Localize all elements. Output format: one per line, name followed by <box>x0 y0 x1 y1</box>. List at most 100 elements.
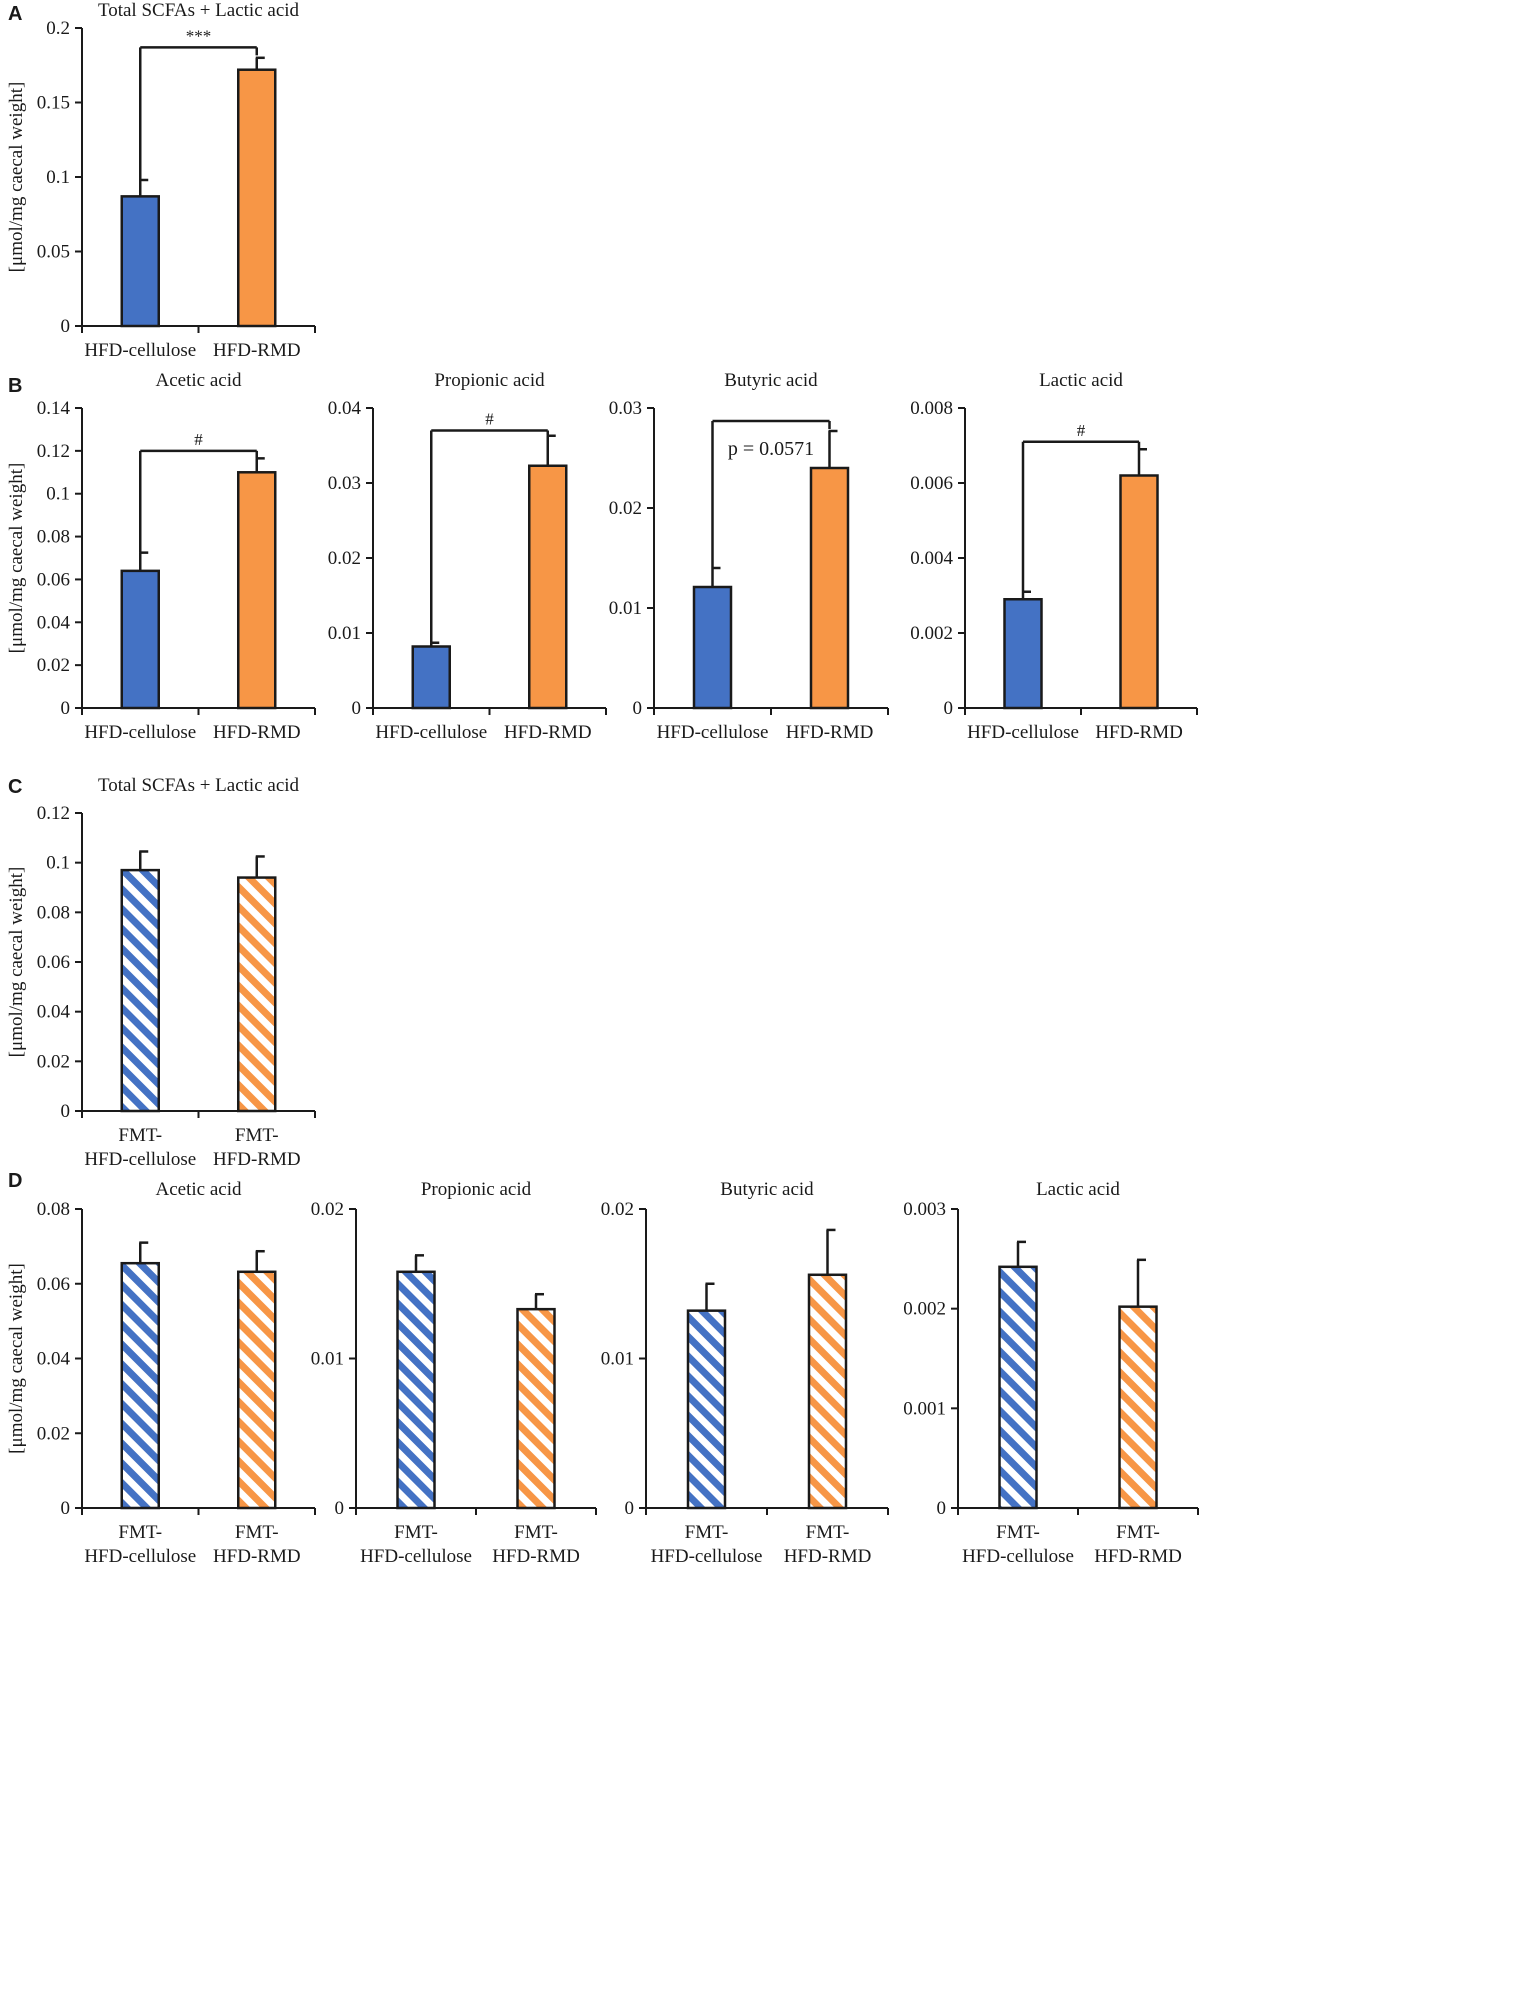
x-tick-label-line1: FMT- <box>996 1522 1040 1543</box>
y-axis-label: [μmol/mg caecal weight] <box>6 867 27 1058</box>
y-axis-label: [μmol/mg caecal weight] <box>6 82 27 273</box>
bar-cellulose <box>120 569 160 710</box>
y-tick-label: 0.02 <box>311 1199 344 1220</box>
x-tick-label: HFD-cellulose <box>84 722 196 743</box>
y-tick-label: 0.12 <box>37 441 70 462</box>
x-tick-label-line2: HFD-cellulose <box>360 1546 472 1567</box>
y-tick-label: 0 <box>352 698 362 719</box>
y-tick-label: 0.12 <box>37 803 70 824</box>
bar-rmd <box>807 1273 848 1510</box>
y-tick-label: 0.02 <box>609 498 642 519</box>
y-tick-label: 0.03 <box>609 398 642 419</box>
x-tick-label: HFD-RMD <box>786 722 874 743</box>
significance-label: # <box>485 410 494 429</box>
y-tick-label: 0.06 <box>37 569 70 590</box>
y-tick-label: 0.06 <box>37 952 70 973</box>
x-tick-label-line2: HFD-cellulose <box>84 1149 196 1170</box>
y-tick-label: 0.2 <box>46 18 70 39</box>
bar-rmd <box>237 1270 277 1510</box>
chart-panel-7: D Acetic acid [μmol/mg caecal weight] 0 0.02… <box>6 1170 316 1567</box>
significance-label: # <box>194 430 203 449</box>
panel-letter-c: C <box>8 776 22 798</box>
x-tick-label: HFD-cellulose <box>84 340 196 361</box>
significance-label: *** <box>186 26 212 45</box>
x-tick-label-line1: FMT- <box>235 1125 279 1146</box>
chart-panel-9: Butyric acid 0 0.01 0.02 FMT- HFD-cellulose FM… <box>601 1179 889 1567</box>
panel-letter-d: D <box>8 1170 22 1192</box>
bar-rmd <box>237 68 277 328</box>
x-tick-label-line1: FMT- <box>235 1522 279 1543</box>
y-tick-label: 0 <box>944 698 954 719</box>
bar-cellulose <box>998 1265 1038 1510</box>
y-tick-label: 0.1 <box>46 167 70 188</box>
y-tick-label: 0.14 <box>37 398 71 419</box>
y-tick-label: 0.01 <box>311 1349 344 1370</box>
chart-title: Propionic acid <box>434 370 545 391</box>
chart-title: Total SCFAs + Lactic acid <box>98 0 300 21</box>
y-tick-label: 0.02 <box>37 655 70 676</box>
y-tick-label: 0.006 <box>910 473 953 494</box>
chart-title: Acetic acid <box>156 370 242 391</box>
bar-rmd <box>237 876 277 1113</box>
chart-panel-1: A Total SCFAs + Lactic acid [μmol/mg caeca… <box>6 0 316 361</box>
chart-title: Lactic acid <box>1039 370 1123 391</box>
chart-panel-3: Propionic acid 0 0.01 0.02 0.03 0.04 HFD-cellu… <box>328 370 607 743</box>
x-tick-label-line1: FMT- <box>118 1125 162 1146</box>
y-tick-label: 0.04 <box>328 398 362 419</box>
y-tick-label: 0.06 <box>37 1274 70 1295</box>
chart-title: Butyric acid <box>720 1179 814 1200</box>
x-tick-label-line2: HFD-RMD <box>492 1546 580 1567</box>
y-tick-label: 0.01 <box>328 623 361 644</box>
y-tick-label: 0.15 <box>37 93 70 114</box>
chart-panel-6: C Total SCFAs + Lactic acid [μmol/mg caeca… <box>6 775 316 1170</box>
y-tick-label: 0 <box>61 1498 71 1519</box>
x-tick-label-line1: FMT- <box>118 1522 162 1543</box>
y-axis-label: [μmol/mg caecal weight] <box>6 463 27 654</box>
chart-panel-4: Butyric acid 0 0.01 0.02 0.03 HFD-cellulose HF… <box>609 370 889 743</box>
bar-cellulose <box>396 1270 436 1510</box>
chart-title: Total SCFAs + Lactic acid <box>98 775 300 796</box>
y-tick-label: 0 <box>633 698 643 719</box>
y-tick-label: 0.1 <box>46 484 70 505</box>
chart-panel-10: Lactic acid 0 0.001 0.002 0.003 FMT- HFD-cellu… <box>903 1179 1199 1567</box>
bar-rmd <box>809 466 850 710</box>
y-tick-label: 0.01 <box>601 1349 634 1370</box>
y-tick-label: 0 <box>335 1498 345 1519</box>
y-tick-label: 0 <box>61 1101 71 1122</box>
chart-panel-2: B Acetic acid [μmol/mg caecal weight] 0 0.02… <box>6 370 316 743</box>
x-tick-label-line2: HFD-RMD <box>213 1149 301 1170</box>
significance-label: p = 0.0571 <box>728 438 814 460</box>
y-tick-label: 0.02 <box>37 1051 70 1072</box>
y-tick-label: 0.04 <box>37 1002 71 1023</box>
y-tick-label: 0.08 <box>37 1199 70 1220</box>
chart-panel-5: Lactic acid 0 0.002 0.004 0.006 0.008 HFD-cell… <box>910 370 1198 743</box>
x-tick-label-line2: HFD-RMD <box>1094 1546 1182 1567</box>
x-tick-label-line1: FMT- <box>685 1522 729 1543</box>
bar-rmd <box>1118 1305 1158 1510</box>
bar-cellulose <box>1003 598 1043 710</box>
y-tick-label: 0.008 <box>910 398 953 419</box>
y-tick-label: 0.08 <box>37 527 70 548</box>
x-tick-label-line2: HFD-cellulose <box>962 1546 1074 1567</box>
bar-cellulose <box>120 195 160 328</box>
bar-rmd <box>528 464 568 710</box>
chart-title: Butyric acid <box>724 370 818 391</box>
y-tick-label: 0.05 <box>37 242 70 263</box>
y-tick-label: 0.04 <box>37 612 71 633</box>
chart-panel-8: Propionic acid 0 0.01 0.02 FMT- HFD-cellulose… <box>311 1179 597 1567</box>
chart-title: Lactic acid <box>1036 1179 1120 1200</box>
x-tick-label-line1: FMT- <box>1116 1522 1160 1543</box>
y-tick-label: 0.002 <box>910 623 953 644</box>
y-tick-label: 0 <box>61 698 71 719</box>
x-tick-label: HFD-cellulose <box>967 722 1079 743</box>
y-tick-label: 0 <box>61 316 71 337</box>
significance-label: # <box>1077 421 1086 440</box>
y-tick-label: 0.08 <box>37 902 70 923</box>
y-tick-label: 0.002 <box>903 1299 946 1320</box>
bar-cellulose <box>120 868 160 1113</box>
x-tick-label: HFD-cellulose <box>375 722 487 743</box>
bar-rmd <box>1119 474 1159 710</box>
chart-title: Propionic acid <box>421 1179 532 1200</box>
x-tick-label: HFD-cellulose <box>657 722 769 743</box>
x-tick-label: HFD-RMD <box>504 722 592 743</box>
